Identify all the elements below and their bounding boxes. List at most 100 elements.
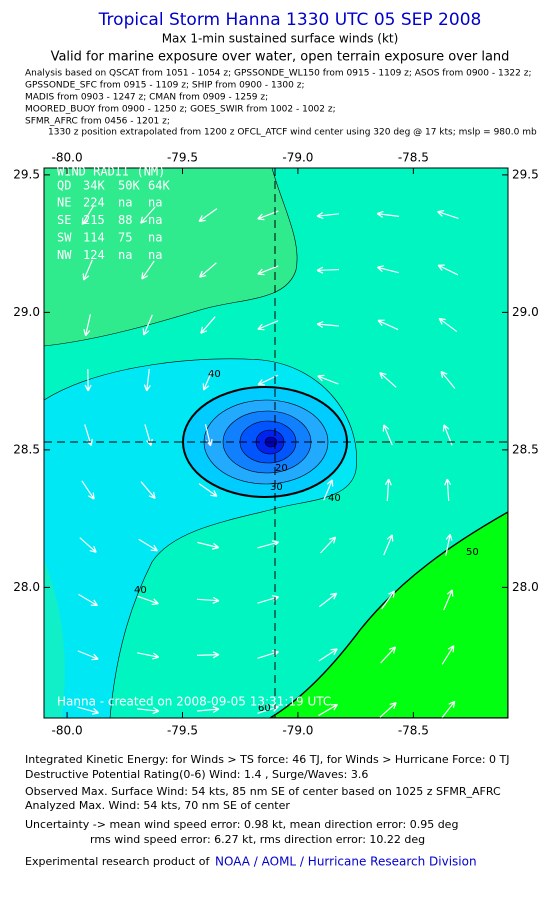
radii-cell: na (148, 248, 162, 262)
radii-header: 64K (148, 179, 170, 193)
wind-arrow (444, 478, 452, 502)
wind-arrow (318, 703, 338, 717)
wind-arrow (381, 590, 395, 610)
wind-arrow (383, 534, 394, 556)
analysis-line: SFMR_AFRC from 0456 - 1201 z; (25, 117, 170, 127)
wind-arrow (443, 589, 454, 611)
wind-arrow (137, 652, 160, 660)
wind-arrow (380, 646, 397, 664)
footer-line: Observed Max. Surface Wind: 54 kts, 85 n… (25, 785, 501, 798)
radii-cell: NW (57, 248, 72, 262)
wind-arrow (441, 645, 455, 665)
analysis-line: MADIS from 0903 - 1247 z; CMAN from 0909… (25, 93, 268, 103)
radii-cell: SW (57, 231, 72, 245)
product-link[interactable]: NOAA / AOML / Hurricane Research Divisio… (215, 855, 477, 869)
wind-arrow (141, 260, 155, 280)
radii-cell: na (148, 196, 162, 210)
radii-cell: NE (57, 196, 71, 210)
wind-arrow (257, 540, 280, 549)
product-prefix: Experimental research product of (25, 855, 210, 868)
plot-frame (43, 167, 509, 719)
wind-arrow (257, 265, 279, 276)
wind-arrow (140, 481, 156, 499)
wind-arrow (438, 317, 458, 333)
wind-arrow (318, 648, 338, 662)
footer-line: Integrated Kinetic Energy: for Winds > T… (25, 753, 510, 766)
radii-cell: na (148, 213, 162, 227)
radii-cell: 75 (118, 231, 132, 245)
y-tick-label: 28.0 (512, 580, 539, 594)
wind-arrow (316, 266, 340, 274)
analysis-line: 1330 z position extrapolated from 1200 z… (48, 128, 537, 138)
analysis-lines: Analysis based on QSCAT from 1051 - 1054… (25, 69, 537, 138)
wind-arrow (377, 319, 399, 331)
x-tick-label: -78.5 (398, 151, 429, 165)
contour-label: 40 (134, 585, 147, 596)
contour-label: 20 (275, 463, 288, 474)
wind-arrow (198, 483, 218, 497)
x-tick-label: -80.0 (52, 724, 83, 738)
wind-arrow (82, 259, 93, 281)
radii-cell: SE (57, 213, 71, 227)
wind-arrow (384, 478, 392, 502)
wind-arrow (198, 208, 218, 223)
contour-label: 50 (466, 547, 479, 558)
wind-arrow (78, 593, 98, 607)
wind-arrow (84, 368, 92, 392)
wind-arrow (196, 651, 220, 659)
wind-arrow (316, 212, 340, 220)
wind-arrow (319, 536, 337, 554)
radii-cell: na (118, 196, 132, 210)
wind-arrow (437, 210, 459, 219)
wind-arrow (437, 264, 459, 276)
y-tick-label: 28.5 (512, 442, 539, 456)
wind-arrow (379, 372, 397, 388)
contour-label: 30 (270, 482, 283, 493)
wind-arrow (440, 370, 456, 389)
x-tick-label: -79.5 (167, 151, 198, 165)
wind-arrow (318, 592, 338, 608)
wind-arrow (81, 205, 95, 225)
wind-arrow (138, 538, 158, 552)
analysis-line: GPSSONDE_SFC from 0915 - 1109 z; SHIP fr… (25, 81, 304, 91)
y-tick-label: 29.5 (13, 167, 40, 181)
footer: Integrated Kinetic Energy: for Winds > T… (25, 753, 510, 869)
footer-line: Destructive Potential Rating(0-6) Wind: … (25, 768, 368, 781)
x-tick-label: -79.5 (167, 724, 198, 738)
wind-arrow (197, 541, 220, 550)
wind-arrow (316, 321, 340, 329)
wind-arrow (202, 369, 213, 391)
wind-arrow (204, 424, 213, 447)
footer-line: rms wind speed error: 6.27 kt, rms direc… (90, 833, 425, 846)
wind-arrow (137, 595, 159, 606)
analysis-line: Analysis based on QSCAT from 1051 - 1054… (25, 69, 532, 79)
x-tick-label: -79.0 (282, 151, 313, 165)
radii-title: WIND RADII (NM) (57, 165, 165, 179)
footer-line: Uncertainty -> mean wind speed error: 0.… (25, 818, 458, 831)
y-tick-label: 29.0 (512, 305, 539, 319)
wind-arrow (379, 702, 397, 718)
radii-header: 34K (83, 179, 105, 193)
credit: Hanna - created on 2008-09-05 13:31:19 U… (57, 695, 331, 709)
wind-arrow (376, 210, 399, 218)
region (44, 168, 298, 347)
wind-arrow (196, 596, 220, 604)
analysis-line: MOORED_BUOY from 0900 - 1250 z; GOES_SWI… (25, 105, 336, 115)
wind-arrow (382, 424, 393, 446)
radii-cell: 224 (83, 196, 105, 210)
region (268, 511, 508, 718)
wind-arrow (136, 707, 160, 715)
wind-arrow (143, 369, 151, 392)
wind-arrow (445, 533, 453, 556)
y-tick-label: 29.5 (512, 167, 539, 181)
region (44, 560, 65, 718)
wind-arrow (83, 314, 92, 337)
wind-arrow (317, 374, 339, 385)
y-tick-label: 28.0 (13, 580, 40, 594)
x-tick-label: -79.0 (282, 724, 313, 738)
wind-arrow (199, 262, 217, 278)
wind-arrow (323, 479, 334, 501)
wind-arrow (142, 314, 153, 336)
contour-labels: 40 40 40 50 60 30 20 (134, 369, 479, 714)
